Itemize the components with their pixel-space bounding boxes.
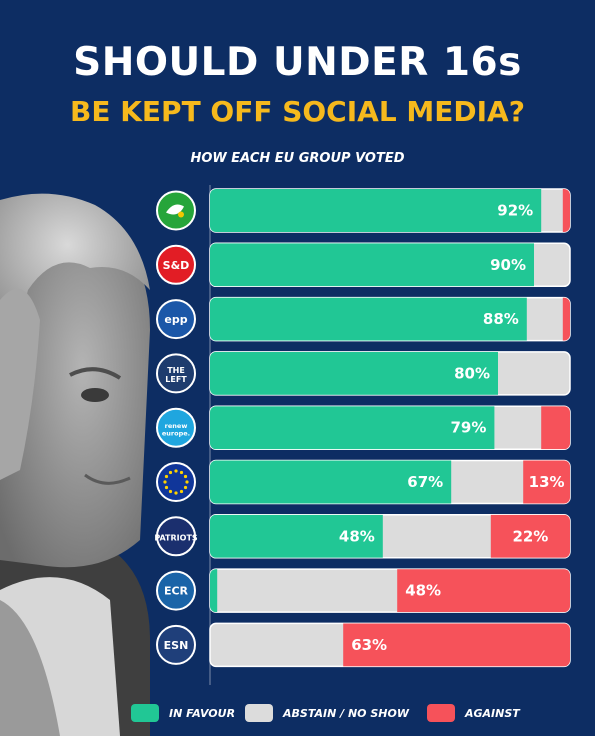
bar-against-non-attached	[523, 460, 570, 504]
chart-legend: IN FAVOUR ABSTAIN / NO SHOW AGAINST	[0, 700, 595, 726]
data-label-against-patriots: 22%	[512, 527, 548, 545]
eu-flag-star	[174, 491, 178, 495]
renew-europe-logo-text: renew	[165, 422, 188, 430]
bar-in-favour-s-d	[210, 243, 534, 287]
sd-icon	[156, 244, 196, 285]
legend-item-in-favour: IN FAVOUR	[131, 700, 235, 726]
bar-in-favour-ecr	[210, 569, 218, 613]
greens-dot-shape	[178, 211, 184, 218]
data-label-in-favour-renew-europe: 79%	[450, 419, 486, 437]
data-label-in-favour-patriots: 48%	[339, 527, 375, 545]
epp-icon	[156, 299, 196, 340]
legend-label-abstain: ABSTAIN / NO SHOW	[283, 706, 409, 720]
legend-item-abstain: ABSTAIN / NO SHOW	[245, 700, 409, 726]
chart-title-question: BE KEPT OFF SOCIAL MEDIA?	[70, 95, 525, 128]
data-label-in-favour-non-attached: 67%	[407, 473, 443, 491]
bar-against-greens-efa	[562, 189, 570, 232]
legend-label-against: AGAINST	[465, 706, 520, 720]
eu-flag-star	[163, 480, 167, 484]
the-left-icon	[156, 353, 196, 394]
eu-flag-star	[168, 489, 173, 494]
ecr-logo-text: ECR	[164, 585, 189, 598]
bar-in-favour-the-left	[210, 351, 498, 395]
data-label-against-esn: 63%	[351, 636, 387, 654]
bar-in-favour-greens-efa	[210, 189, 542, 232]
chart-title: SHOULD UNDER 16s	[73, 40, 522, 85]
eu-flag-star	[183, 474, 188, 479]
esn-icon	[156, 624, 196, 665]
data-label-in-favour-greens-efa: 92%	[497, 202, 533, 220]
eu-flag-star	[164, 474, 169, 479]
data-label-against-ecr: 48%	[405, 582, 441, 600]
eu-flag-star	[179, 489, 184, 494]
eu-flag-star	[174, 469, 178, 473]
the-left-logo-text: LEFT	[165, 375, 187, 384]
eu-flag-star	[183, 485, 188, 490]
esn-logo-text: ESN	[164, 639, 189, 652]
sd-logo-text: S&D	[163, 259, 190, 272]
renew-europe-logo-text: europe.	[162, 429, 190, 437]
the-left-logo-text: THE	[167, 366, 185, 375]
bar-in-favour-patriots	[210, 514, 383, 558]
bar-in-favour-non-attached	[210, 460, 452, 504]
data-label-in-favour-the-left: 80%	[454, 364, 490, 382]
data-label-in-favour-s-d: 90%	[490, 256, 526, 274]
non-attached-eu-flag-icon	[156, 462, 196, 502]
bar-against-renew-europe	[541, 406, 570, 450]
bar-against-ecr	[397, 569, 570, 613]
bar-in-favour-renew-europe	[210, 406, 495, 450]
patriots-icon	[156, 516, 196, 557]
epp-logo-text: epp	[164, 313, 187, 326]
legend-swatch-in-favour	[131, 704, 159, 722]
eu-flag-star	[164, 485, 169, 490]
bar-against-epp	[562, 297, 570, 341]
eu-flag-star	[168, 470, 173, 475]
bar-in-favour-epp	[210, 297, 527, 341]
eu-flag-star	[185, 480, 189, 484]
ecr-icon	[156, 570, 196, 611]
legend-item-against: AGAINST	[427, 700, 520, 726]
bar-against-esn	[343, 623, 570, 667]
legend-label-in-favour: IN FAVOUR	[169, 706, 236, 720]
data-label-in-favour-epp: 88%	[483, 310, 519, 328]
patriots-logo-text: PATRIOTS	[154, 533, 198, 542]
chart-subtitle: HOW EACH EU GROUP VOTED	[190, 151, 405, 166]
data-label-against-non-attached: 13%	[529, 473, 565, 491]
legend-swatch-against	[427, 704, 455, 722]
legend-swatch-abstain	[245, 704, 273, 722]
bar-against-patriots	[490, 514, 570, 558]
eu-flag-star	[179, 470, 184, 475]
renew-europe-icon	[156, 407, 196, 448]
